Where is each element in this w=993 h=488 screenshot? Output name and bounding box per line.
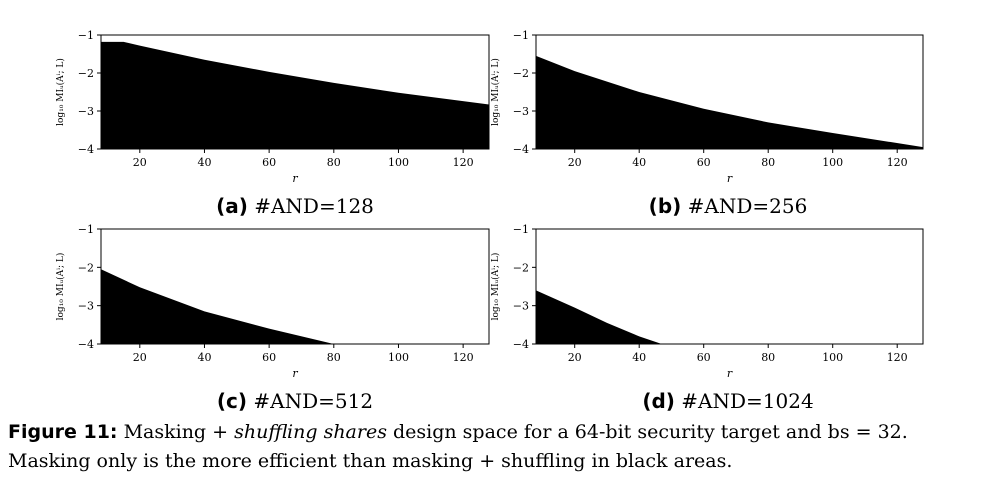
chart-d-xlabel: r <box>727 367 733 380</box>
chart-c-xtick-label: 20 <box>133 351 147 364</box>
chart-b-xtick-label: 100 <box>822 156 843 169</box>
chart-c-ytick-label: −4 <box>78 338 94 351</box>
caption-label: Figure 11: <box>8 421 118 443</box>
chart-c-ytick-label: −1 <box>78 223 94 236</box>
chart-b-xlabel: r <box>727 172 733 185</box>
chart-b-ytick-label: −1 <box>513 29 529 42</box>
chart-a-xlabel: r <box>292 172 298 185</box>
chart-b-xtick-label: 120 <box>887 156 908 169</box>
chart-c-xtick-label: 80 <box>327 351 341 364</box>
figure-caption: Figure 11: Masking + shuffling shares de… <box>8 418 988 476</box>
chart-d-xtick-label: 120 <box>887 351 908 364</box>
subcaption-b-title: #AND=256 <box>687 194 808 218</box>
chart-a-ytick-label: −2 <box>78 67 94 80</box>
chart-d-frame <box>535 228 924 345</box>
subcaption-a-title: #AND=128 <box>254 194 374 218</box>
chart-a-ytick-label: −3 <box>78 105 94 118</box>
chart-a-xtick-label: 120 <box>453 156 474 169</box>
chart-a-xtick-label: 60 <box>262 156 276 169</box>
chart-c-ylabel: log₁₀ MIᵤ(Aⁱ; L) <box>55 253 66 321</box>
caption-italic: shuffling shares <box>234 421 387 443</box>
chart-a-black-area <box>101 41 489 150</box>
chart-c-xtick-label: 100 <box>388 351 409 364</box>
chart-d-xtick-label: 80 <box>761 351 775 364</box>
chart-c-black-area <box>101 269 334 344</box>
subcaption-b: (b) #AND=256 <box>528 194 928 218</box>
chart-b-ytick-label: −3 <box>513 105 529 118</box>
chart-c-xtick-label: 40 <box>197 351 211 364</box>
chart-b-xtick-label: 80 <box>761 156 775 169</box>
subcaption-c: (c) #AND=512 <box>95 389 495 413</box>
subcaption-d: (d) #AND=1024 <box>528 389 928 413</box>
chart-d-xtick-label: 100 <box>822 351 843 364</box>
chart-b-ytick-label: −4 <box>513 143 529 156</box>
chart-c-ytick-label: −3 <box>78 300 94 313</box>
chart-d-ytick-label: −2 <box>513 261 529 274</box>
subcaption-d-title: #AND=1024 <box>681 389 814 413</box>
chart-d-xtick-label: 40 <box>632 351 646 364</box>
chart-c-ytick-label: −2 <box>78 261 94 274</box>
subcaption-c-title: #AND=512 <box>253 389 374 413</box>
chart-d-xtick-label: 60 <box>697 351 711 364</box>
chart-d-ytick-label: −3 <box>513 300 529 313</box>
chart-b-ylabel: log₁₀ MIᵤ(Aⁱ; L) <box>490 58 501 126</box>
chart-b-xtick-label: 20 <box>568 156 582 169</box>
subcaption-a: (a) #AND=128 <box>95 194 495 218</box>
chart-d-ylabel: log₁₀ MIᵤ(Aⁱ; L) <box>490 253 501 321</box>
caption-line-2: Masking only is the more efficient than … <box>8 450 733 472</box>
chart-a-frame <box>100 34 490 150</box>
chart-d-xtick-label: 20 <box>568 351 582 364</box>
chart-c-xtick-label: 60 <box>262 351 276 364</box>
subcaption-c-tag: (c) <box>216 389 248 413</box>
chart-b-black-area <box>536 55 923 149</box>
chart-b-ytick-label: −2 <box>513 67 529 80</box>
chart-a-xtick-label: 40 <box>197 156 211 169</box>
chart-a-ylabel: log₁₀ MIᵤ(Aⁱ; L) <box>55 58 66 126</box>
chart-a-xtick-label: 80 <box>327 156 341 169</box>
chart-c-xtick-label: 120 <box>453 351 474 364</box>
subcaption-b-tag: (b) <box>648 194 682 218</box>
chart-c-frame <box>100 228 490 345</box>
chart-b-xtick-label: 60 <box>697 156 711 169</box>
subcaption-a-tag: (a) <box>216 194 248 218</box>
chart-c-xlabel: r <box>292 367 298 380</box>
chart-a-ytick-label: −1 <box>78 29 94 42</box>
chart-b-xtick-label: 40 <box>632 156 646 169</box>
caption-text-1: Masking + <box>117 421 235 443</box>
chart-b-frame <box>535 34 924 150</box>
chart-a-xtick-label: 100 <box>388 156 409 169</box>
chart-a-xtick-label: 20 <box>133 156 147 169</box>
chart-d-ytick-label: −4 <box>513 338 529 351</box>
chart-d-black-area <box>536 290 662 344</box>
caption-text-2: design space for a 64-bit security targe… <box>386 421 908 443</box>
chart-d-ytick-label: −1 <box>513 223 529 236</box>
chart-a-ytick-label: −4 <box>78 143 94 156</box>
subcaption-d-tag: (d) <box>642 389 675 413</box>
